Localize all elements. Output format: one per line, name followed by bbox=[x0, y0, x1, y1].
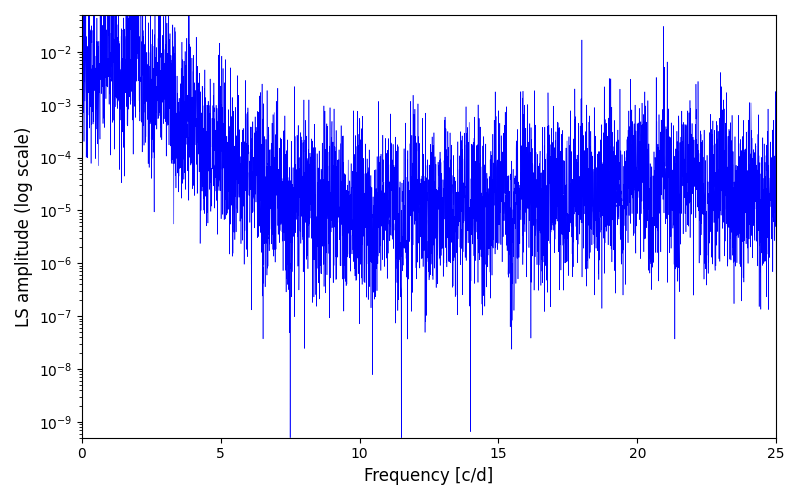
X-axis label: Frequency [c/d]: Frequency [c/d] bbox=[364, 467, 494, 485]
Y-axis label: LS amplitude (log scale): LS amplitude (log scale) bbox=[15, 126, 33, 326]
